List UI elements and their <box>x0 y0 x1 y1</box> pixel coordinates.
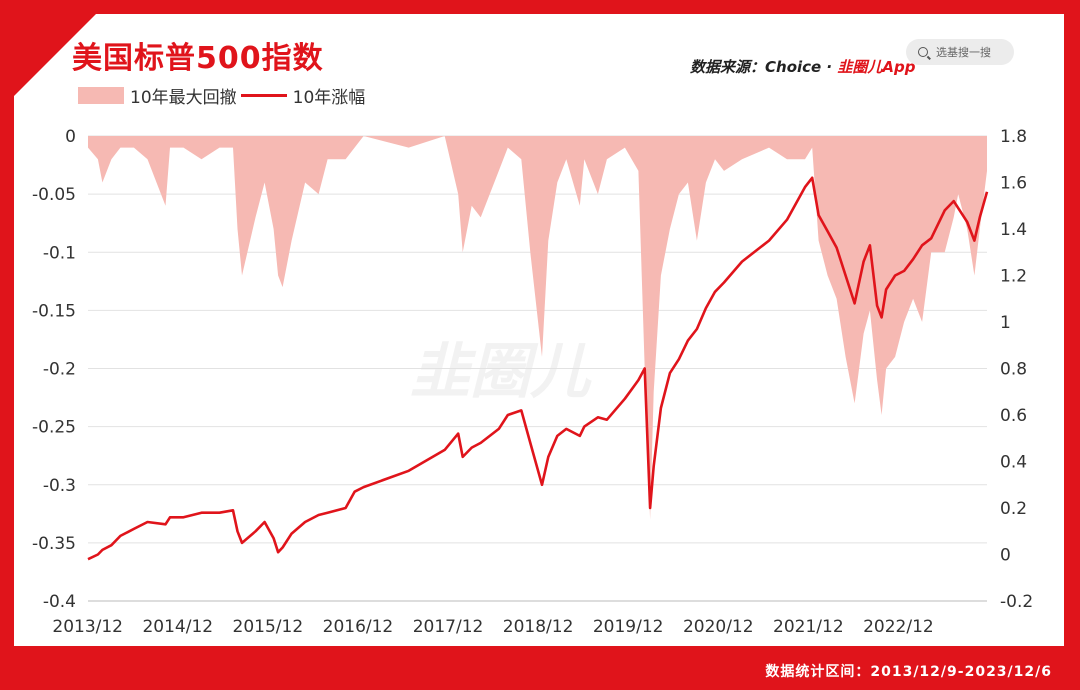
x-tick-label: 2021/12 <box>773 617 844 637</box>
right-tick-label: -0.2 <box>1000 592 1033 612</box>
right-axis-ticks: 1.8 1.6 1.4 1.2 1 0.8 0.6 0.4 0.2 0 -0.2 <box>1000 127 1033 612</box>
x-tick-label: 2018/12 <box>503 617 574 637</box>
source-brand: 韭圈儿App <box>837 58 916 76</box>
chart-legend: 10年最大回撤 10年涨幅 <box>78 83 365 108</box>
chart-title: 美国标普500指数 <box>72 41 324 76</box>
right-tick-label: 0.4 <box>1000 453 1027 473</box>
left-tick-label: -0.2 <box>43 360 76 380</box>
left-tick-label: -0.15 <box>32 301 76 321</box>
x-tick-label: 2017/12 <box>413 617 484 637</box>
left-tick-label: -0.4 <box>43 592 76 612</box>
x-tick-label: 2020/12 <box>683 617 754 637</box>
source-prefix: 数据来源：Choice · <box>690 58 838 76</box>
legend-label-gain: 10年涨幅 <box>292 88 366 108</box>
left-tick-label: -0.3 <box>43 476 76 496</box>
drawdown-area <box>88 136 987 520</box>
watermark: 韭圈儿 <box>410 337 592 407</box>
right-tick-label: 0 <box>1000 546 1011 566</box>
right-tick-label: 1.4 <box>1000 220 1027 240</box>
right-tick-label: 0.8 <box>1000 360 1027 380</box>
left-tick-label: -0.35 <box>32 534 76 554</box>
x-tick-label: 2016/12 <box>323 617 394 637</box>
right-tick-label: 1 <box>1000 313 1011 333</box>
x-tick-label: 2013/12 <box>52 617 123 637</box>
left-tick-label: -0.05 <box>32 185 76 205</box>
right-tick-label: 1.8 <box>1000 127 1027 147</box>
gain-line-layer <box>87 176 989 561</box>
x-tick-label: 2019/12 <box>593 617 664 637</box>
x-tick-label: 2014/12 <box>142 617 213 637</box>
x-tick-label: 2022/12 <box>863 617 934 637</box>
search-placeholder: 选基搜一搜 <box>936 46 991 59</box>
x-axis-ticks: 2013/12 2014/12 2015/12 2016/12 2017/12 2018/… <box>52 617 933 637</box>
search-box[interactable]: 选基搜一搜 <box>906 39 1014 65</box>
right-tick-label: 1.6 <box>1000 174 1027 194</box>
footer-period: 数据统计区间：2013/12/9-2023/12/6 <box>765 664 1052 680</box>
left-tick-label: 0 <box>65 127 76 147</box>
left-tick-label: -0.1 <box>43 243 76 263</box>
right-tick-label: 0.2 <box>1000 499 1027 519</box>
right-tick-label: 1.2 <box>1000 267 1027 287</box>
search-icon <box>918 47 928 57</box>
x-tick-label: 2015/12 <box>233 617 304 637</box>
gain-line <box>87 176 989 561</box>
legend-label-drawdown: 10年最大回撤 <box>130 88 237 108</box>
left-tick-label: -0.25 <box>32 418 76 438</box>
legend-swatch-drawdown <box>78 87 124 104</box>
data-source: 数据来源：Choice · 韭圈儿App <box>690 56 915 77</box>
legend-swatch-gain <box>240 94 287 97</box>
drawdown-area-layer <box>88 136 987 520</box>
right-tick-label: 0.6 <box>1000 406 1027 426</box>
left-axis-ticks: 0 -0.05 -0.1 -0.15 -0.2 -0.25 -0.3 -0.35 -0.4 <box>32 127 76 612</box>
